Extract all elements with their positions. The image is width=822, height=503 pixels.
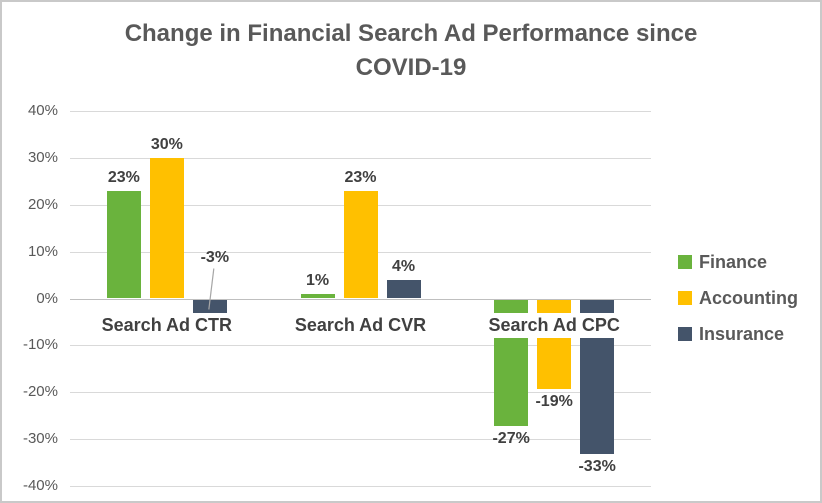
y-axis-tick-label: -40% [22,476,58,494]
y-axis-tick-label: -30% [22,430,58,448]
legend-label: Finance [699,252,768,272]
data-label: -19% [535,392,573,410]
legend: Finance Accounting Insurance [678,244,798,352]
bar-insurance-search-ad-cvr [386,279,421,299]
bar-finance-search-ad-ctr [106,190,141,299]
chart-title: Change in Financial Search Ad Performanc… [2,17,820,85]
y-axis-tick-label: 30% [27,148,58,166]
y-axis-tick-label: 10% [27,242,58,260]
data-label: 30% [150,135,183,153]
bar-accounting-search-ad-ctr [149,157,184,299]
zero-axis-line [70,298,651,300]
gridline [70,111,651,113]
x-axis-category-label: Search Ad CTR [94,313,240,338]
bar-finance-search-ad-cvr [300,293,335,299]
data-label: -33% [578,458,616,476]
gridline [70,485,651,487]
data-label: 1% [305,271,330,289]
legend-swatch-accounting [678,291,692,305]
legend-swatch-insurance [678,327,692,341]
gridline [70,392,651,394]
y-axis-tick-label: 20% [27,195,58,213]
bar-accounting-search-ad-cvr [343,190,378,299]
legend-label: Insurance [699,324,785,344]
gridline [70,345,651,347]
legend-label: Accounting [699,288,798,308]
chart-title-line-2: COVID-19 [355,54,467,81]
y-axis-tick-label: 0% [36,289,58,307]
legend-item-accounting: Accounting [678,280,798,316]
y-axis-tick-label: 40% [27,102,58,120]
data-label: -27% [492,429,530,447]
x-axis-category-label: Search Ad CVR [287,313,434,338]
gridline [70,157,651,159]
legend-swatch-finance [678,255,692,269]
legend-item-finance: Finance [678,244,798,280]
bar-insurance-search-ad-ctr [192,299,227,314]
gridline [70,439,651,441]
data-label: 23% [107,168,140,186]
legend-item-insurance: Insurance [678,316,798,352]
y-axis-tick-label: -20% [22,383,58,401]
y-axis-tick-label: -10% [22,336,58,354]
data-label-callout: -3% [200,248,230,266]
data-label: 23% [344,168,377,186]
chart-title-line-1: Change in Financial Search Ad Performanc… [124,20,698,47]
x-axis-category-label: Search Ad CPC [481,313,627,338]
data-label: 4% [391,257,416,275]
